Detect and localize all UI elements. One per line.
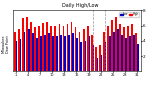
Bar xyxy=(14,32,16,71)
Bar xyxy=(129,36,131,71)
Text: Daily High/Low: Daily High/Low xyxy=(62,3,98,8)
Bar xyxy=(46,22,48,71)
Legend: Low, High: Low, High xyxy=(119,12,139,17)
Bar xyxy=(50,26,52,71)
Bar xyxy=(30,22,32,71)
Bar xyxy=(22,18,24,71)
Bar xyxy=(79,32,80,71)
Bar xyxy=(137,44,139,71)
Bar xyxy=(87,26,89,71)
Bar xyxy=(38,26,40,71)
Bar xyxy=(115,17,117,71)
Bar xyxy=(95,47,97,71)
Bar xyxy=(26,17,28,71)
Bar xyxy=(59,24,60,71)
Bar xyxy=(136,33,137,71)
Bar xyxy=(34,27,36,71)
Bar xyxy=(56,36,58,71)
Bar xyxy=(117,29,119,71)
Bar xyxy=(75,27,76,71)
Bar xyxy=(80,42,82,71)
Bar xyxy=(20,39,21,71)
Bar xyxy=(101,55,102,71)
Bar xyxy=(48,33,50,71)
Bar xyxy=(67,24,68,71)
Bar xyxy=(121,35,123,71)
Bar xyxy=(123,27,125,71)
Bar xyxy=(83,29,84,71)
Bar xyxy=(113,32,115,71)
Bar xyxy=(111,20,113,71)
Bar xyxy=(18,29,20,71)
Bar xyxy=(119,24,121,71)
Bar xyxy=(107,26,109,71)
Bar xyxy=(97,58,98,71)
Bar xyxy=(44,35,46,71)
Bar xyxy=(42,23,44,71)
Bar xyxy=(127,26,129,71)
Bar xyxy=(125,38,127,71)
Bar xyxy=(71,22,72,71)
Bar xyxy=(63,26,64,71)
Bar xyxy=(76,38,78,71)
Text: Milwaukee
Dew Point: Milwaukee Dew Point xyxy=(2,34,10,53)
Bar xyxy=(68,35,70,71)
Bar xyxy=(89,36,90,71)
Bar xyxy=(36,38,38,71)
Bar xyxy=(132,24,133,71)
Bar xyxy=(72,33,74,71)
Bar xyxy=(28,29,30,71)
Bar xyxy=(52,36,54,71)
Bar xyxy=(55,26,56,71)
Bar xyxy=(84,41,86,71)
Bar xyxy=(64,36,66,71)
Bar xyxy=(133,35,135,71)
Bar xyxy=(40,36,42,71)
Bar xyxy=(93,45,94,71)
Bar xyxy=(103,32,105,71)
Bar xyxy=(32,33,34,71)
Bar xyxy=(109,36,111,71)
Bar xyxy=(60,35,62,71)
Bar xyxy=(91,35,93,71)
Bar xyxy=(16,41,17,71)
Bar xyxy=(105,42,107,71)
Bar xyxy=(24,32,25,71)
Bar xyxy=(99,45,101,71)
